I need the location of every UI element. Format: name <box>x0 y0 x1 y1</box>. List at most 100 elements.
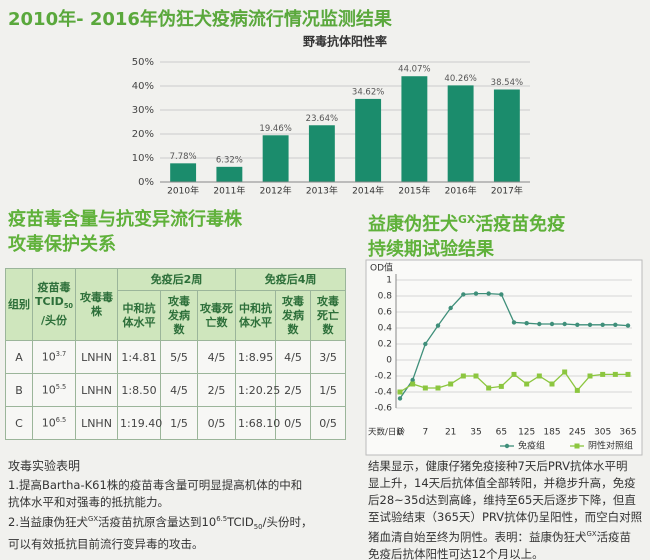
text: /头份时， <box>262 514 313 529</box>
point <box>562 321 567 327</box>
text-line: 2.当益康伪狂犬GX活疫苗抗原含量达到106.5TCID50/头份时， <box>8 511 312 536</box>
point <box>448 305 453 311</box>
point <box>397 389 403 395</box>
table-cell: 1:19.40 <box>117 406 162 440</box>
point <box>397 396 403 401</box>
y-tick-label: -0.2 <box>374 372 392 382</box>
y-tick-label: 0% <box>138 177 154 188</box>
bar <box>308 125 335 182</box>
heading-line: 疫苗毒含量与抗变异流行毒株 <box>8 209 242 230</box>
x-tick-label: 35 <box>470 428 481 438</box>
chart-title: 野毒抗体阳性率 <box>303 34 387 49</box>
table-cell: LNHN <box>75 406 118 440</box>
x-tick-label: 2016年 <box>445 185 477 197</box>
text: GX <box>87 515 99 523</box>
text: 猪血清自始至终为阴性。表明：益康伪狂犬 <box>368 529 587 544</box>
table-cell: C <box>5 406 33 440</box>
table-cell: 1:20.25 <box>235 373 280 407</box>
x-tick-label: 2014年 <box>352 185 384 197</box>
x-tick-label: 2013年 <box>306 185 338 197</box>
y-tick-label: 0.6 <box>378 308 393 318</box>
table-cell: 2/5 <box>196 373 237 407</box>
text: 益康伪狂犬 <box>368 214 458 235</box>
table-cell: 105.5 <box>32 373 76 407</box>
legend-marker <box>504 443 510 449</box>
table-cell: 1/5 <box>310 373 347 407</box>
point <box>549 321 555 327</box>
point <box>422 385 428 391</box>
point <box>600 322 605 327</box>
table-cell: LNHN <box>75 373 118 407</box>
header-cell: 组别 <box>5 268 33 341</box>
section-heading: 益康伪狂犬GX活疫苗免疫 持续期试验结果 <box>368 207 565 262</box>
table-cell: 3/5 <box>310 340 347 374</box>
header-cell: 疫苗毒 TCID50/头份 <box>32 268 76 341</box>
page-title: 2010年- 2016年伪狂犬疫病流行情况监测结果 <box>8 9 392 30</box>
table-cell: A <box>5 340 33 374</box>
point <box>486 385 492 391</box>
text-line: 结果显示，健康仔猪免疫接种7天后PRV抗体水平明 <box>368 459 628 473</box>
y-tick-label: 40% <box>132 81 154 92</box>
table: 组别 疫苗毒 TCID50/头份 攻毒毒株 免疫后2周 免疫后4周 中和抗体水平 … <box>5 268 347 440</box>
point <box>524 321 529 326</box>
text-line: 后28~35d达到高峰，维持至65天后逐步下降，但直 <box>368 493 636 507</box>
bar <box>262 135 289 182</box>
y-tick-label: 10% <box>132 153 154 164</box>
point <box>461 292 466 297</box>
table-cell: 106.5 <box>32 406 76 440</box>
text-line: 免疫后抗体阳性可达12个月以上。 <box>368 546 544 560</box>
table-cell: 1:68.10 <box>235 406 280 440</box>
header-cell: 免疫后4周 <box>235 268 347 291</box>
heading-line: 攻毒保护关系 <box>8 234 116 255</box>
table-cell: 0/5 <box>275 406 312 440</box>
x-tick-label: 365 <box>619 428 636 438</box>
x-tick-label: 2012年 <box>260 185 292 197</box>
notes-title: 攻毒实验表明 <box>8 459 81 473</box>
text-line: 1.提高Bartha-K61株的疫苗毒含量可明显提高机体的中和 <box>8 478 303 492</box>
table-cell: B <box>5 373 33 407</box>
table-cell: 0/5 <box>196 406 237 440</box>
point <box>473 291 479 296</box>
x-tick-label: 185 <box>543 428 560 438</box>
bar <box>447 85 474 182</box>
point <box>460 373 466 379</box>
point <box>435 385 441 391</box>
y-tick-label: 1 <box>386 276 392 286</box>
legend-marker <box>574 443 580 449</box>
table-cell: 2/5 <box>275 373 312 407</box>
table-cell: 103.7 <box>32 340 76 374</box>
y-tick-label: -0.4 <box>374 388 392 398</box>
section-heading: 疫苗毒含量与抗变异流行毒株 攻毒保护关系 <box>8 207 242 257</box>
heading-line: 持续期试验结果 <box>368 239 494 260</box>
notes: 攻毒实验表明 1.提高Bartha-K61株的疫苗毒含量可明显提高机体的中和 抗… <box>8 458 312 553</box>
legend-label: 阴性对照组 <box>588 440 633 452</box>
table-cell: 5/5 <box>160 340 198 374</box>
table-row: C 106.5 LNHN 1:19.40 1/5 0/5 1:68.10 0/5 0/5 <box>5 406 347 440</box>
header-cell: 攻毒毒株 <box>75 268 118 341</box>
table-cell: 1:4.81 <box>117 340 161 374</box>
text: 10 <box>41 350 56 364</box>
point <box>574 387 580 393</box>
y-axis-label: OD值 <box>370 262 393 274</box>
point <box>511 371 517 377</box>
x-tick-label: 2017年 <box>491 185 523 197</box>
x-tick-label: 21 <box>445 428 456 438</box>
x-tick-label: 65 <box>496 428 507 438</box>
point <box>625 371 631 377</box>
text: 10 <box>41 416 56 430</box>
point <box>575 322 580 327</box>
bar <box>216 166 243 182</box>
point <box>625 323 631 328</box>
point <box>410 381 416 387</box>
value-label: 38.54% <box>491 78 523 88</box>
point <box>499 292 504 297</box>
bar <box>355 98 382 182</box>
text-line: 显上升，14天后抗体值全部转阳，并稳步升高，免疫 <box>368 476 636 490</box>
value-label: 7.78% <box>170 152 197 162</box>
y-tick-label: 0.4 <box>378 324 393 334</box>
text: 50 <box>63 302 73 311</box>
text: /头份 <box>40 313 68 327</box>
text: 3.7 <box>55 350 67 359</box>
value-label: 23.64% <box>306 114 338 124</box>
